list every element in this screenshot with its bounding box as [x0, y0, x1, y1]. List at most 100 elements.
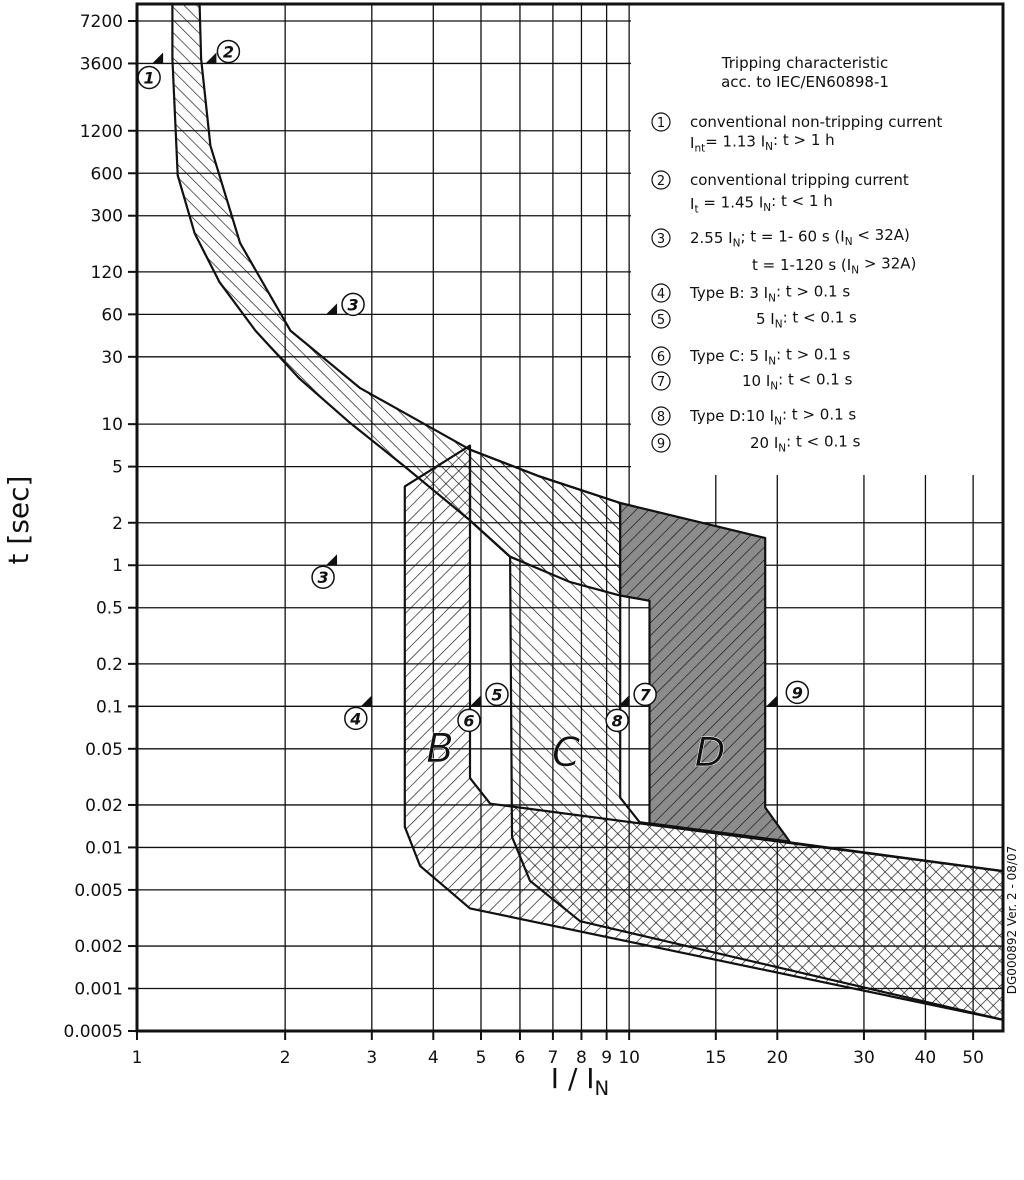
legend-number: 5: [657, 313, 665, 328]
subscript: N: [768, 293, 776, 305]
legend-number-circle: [651, 112, 671, 132]
y-tick-label: 1200: [80, 122, 123, 142]
text-run: t = 1-120 s (I: [752, 256, 851, 274]
marker-flag: [152, 52, 164, 64]
text-run: : t > 0.1 s: [782, 405, 856, 423]
text-run: Type D:10 I: [689, 407, 774, 425]
axes: 0.0005 0.001 0.002 0.005 0.01 0.02 0.05 0.1 0.2 0…: [64, 12, 984, 1100]
x-tick-label: 20: [766, 1048, 788, 1068]
legend-title: acc. to IEC/EN60898-1: [721, 73, 889, 91]
legend-box: [631, 5, 1002, 475]
y-tick-label: 0.001: [74, 980, 123, 1000]
x-tick-label: 3: [366, 1048, 377, 1068]
legend-number: 9: [657, 437, 665, 452]
y-tick-label: 0.5: [96, 599, 123, 619]
text-run: conventional tripping current: [690, 171, 909, 189]
subscript: N: [763, 202, 771, 214]
text-run: conventional non-tripping current: [690, 113, 942, 131]
legend-number: 2: [657, 174, 665, 189]
text-run: I / I: [551, 1062, 595, 1095]
y-tick-label: 0.01: [85, 838, 123, 858]
legend-number-circle: [651, 371, 671, 391]
y-tick-label: 0.1: [96, 697, 123, 717]
x-tick-label: 1: [132, 1048, 143, 1068]
marker-flag: [766, 695, 778, 707]
text-run: > 32A): [859, 254, 916, 272]
text-run: : t > 0.1 s: [776, 345, 850, 363]
legend-number: 8: [657, 410, 665, 425]
legend-number-circle: [651, 283, 671, 303]
marker-label: 1: [144, 68, 155, 87]
text-run: : t < 0.1 s: [778, 370, 852, 388]
region-label: C: [552, 730, 580, 776]
subscript: N: [733, 238, 741, 250]
x-tick-label: 50: [962, 1048, 984, 1068]
marker-circle: [485, 682, 509, 707]
y-tick-label: 120: [91, 263, 123, 283]
marker-circle: [344, 706, 368, 731]
y-tick-label: 0.0005: [64, 1022, 123, 1042]
text-run: < 32A): [853, 226, 910, 244]
text-run: = 1.13 I: [705, 132, 765, 150]
y-tick-label: 0.005: [74, 881, 123, 901]
text-run: ; t = 1- 60 s (I: [740, 227, 844, 245]
y-tick-label: 10: [101, 415, 123, 435]
region: [619, 501, 791, 843]
marker-circle: [457, 708, 481, 733]
legend-number: 7: [657, 375, 665, 390]
y-tick-label: 7200: [80, 12, 123, 32]
subscript: t: [694, 204, 698, 216]
y-tick-label: 0.002: [74, 937, 123, 957]
legend-number: 1: [657, 116, 665, 131]
text-run: Type B: 3 I: [689, 284, 768, 302]
marker-label: 2: [223, 42, 234, 61]
text-run: I: [690, 195, 694, 213]
region-label: D: [695, 730, 726, 776]
subscript: N: [845, 236, 853, 248]
marker-label: 5: [491, 685, 502, 704]
subscript: nt: [694, 143, 705, 155]
marker-circle: [605, 708, 629, 733]
y-tick-label: 60: [101, 305, 123, 325]
x-tick-label: 2: [280, 1048, 291, 1068]
text-run: 2.55 I: [690, 229, 733, 247]
plot-frame: [135, 2, 1005, 1033]
legend-text: t = 1-120 s (IN > 32A): [752, 254, 916, 276]
subscript: N: [851, 265, 859, 277]
x-tick-label: 30: [853, 1048, 875, 1068]
y-tick-label: 0.05: [85, 740, 123, 760]
legend-text: Int= 1.13 IN: t > 1 h: [690, 131, 835, 155]
x-tick-label: 8: [576, 1048, 587, 1068]
marker-label: 8: [612, 711, 623, 730]
y-tick-label: 30: [101, 348, 123, 368]
marker-circle: [633, 682, 657, 707]
legend-text: It = 1.45 IN: t < 1 h: [690, 192, 833, 216]
x-tick-label: 9: [601, 1048, 612, 1068]
marker-label: 6: [463, 711, 474, 730]
legend-number: 4: [657, 287, 665, 302]
marker-flag: [326, 303, 338, 315]
legend-text: 2.55 IN; t = 1- 60 s (IN < 32A): [690, 226, 910, 250]
subscript: N: [595, 1077, 610, 1100]
marker-circle: [311, 565, 335, 589]
text-run: I: [690, 134, 694, 152]
legend-number-circle: [651, 346, 671, 366]
subscript: N: [778, 443, 786, 455]
legend-number-circle: [651, 309, 671, 329]
legend-number-circle: [651, 406, 671, 426]
x-tick-label: 10: [618, 1048, 640, 1068]
text-run: : t < 0.1 s: [786, 432, 860, 450]
marker-flag: [360, 695, 372, 707]
x-tick-label: 5: [476, 1048, 487, 1068]
legend-text: Type D:10 IN: t > 0.1 s: [689, 405, 856, 427]
x-tick-label: 7: [547, 1048, 558, 1068]
x-tick-label: 6: [515, 1048, 526, 1068]
side-note: DG000892 Ver. 2 - 08/07: [1005, 846, 1019, 994]
subscript: N: [774, 416, 782, 428]
subscript: N: [775, 319, 783, 331]
region-label: B: [426, 726, 453, 772]
legend-text: 10 IN: t < 0.1 s: [742, 370, 853, 392]
y-tick-label: 0.2: [96, 655, 123, 675]
text-run: : t > 1 h: [773, 131, 835, 149]
